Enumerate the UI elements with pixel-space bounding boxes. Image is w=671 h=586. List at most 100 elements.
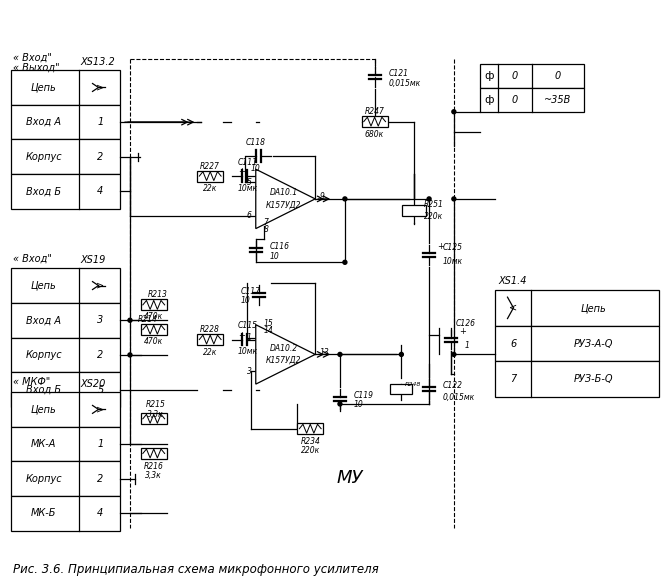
Text: R227: R227 xyxy=(200,162,220,171)
Text: +: + xyxy=(459,326,466,336)
Text: Вход А: Вход А xyxy=(26,315,61,325)
Text: DA10.2: DA10.2 xyxy=(270,344,297,353)
Circle shape xyxy=(338,402,342,406)
Bar xyxy=(197,334,223,345)
Text: Корпус: Корпус xyxy=(25,152,62,162)
Text: >: > xyxy=(97,404,105,414)
Text: Рис. 3.6. Принципиальная схема микрофонного усилителя: Рис. 3.6. Принципиальная схема микрофонн… xyxy=(13,563,379,576)
Text: МК-Б: МК-Б xyxy=(31,509,56,519)
Text: 3: 3 xyxy=(97,315,103,325)
Text: 10мк: 10мк xyxy=(443,257,463,266)
Text: « Выход": « Выход" xyxy=(13,62,60,72)
Text: 7: 7 xyxy=(511,374,517,384)
Text: 6: 6 xyxy=(511,339,517,349)
Text: R215: R215 xyxy=(146,400,166,410)
Text: R248: R248 xyxy=(405,381,421,387)
Text: >: > xyxy=(97,83,105,93)
Text: МУ: МУ xyxy=(337,469,363,487)
Text: « МКФ": « МКФ" xyxy=(13,377,50,387)
Text: 0,015мк: 0,015мк xyxy=(389,79,421,87)
Bar xyxy=(141,299,166,311)
Text: 10мк: 10мк xyxy=(238,183,258,193)
Circle shape xyxy=(399,352,403,356)
Text: 10: 10 xyxy=(354,400,364,410)
Text: XS13.2: XS13.2 xyxy=(81,57,115,67)
Text: 10: 10 xyxy=(251,163,260,173)
Text: МК-А: МК-А xyxy=(31,439,56,449)
Text: C111: C111 xyxy=(238,158,258,167)
Bar xyxy=(495,290,659,326)
Text: Вход А: Вход А xyxy=(26,117,61,127)
Circle shape xyxy=(427,197,431,201)
Text: 13: 13 xyxy=(319,348,329,357)
Text: XS20: XS20 xyxy=(81,379,106,389)
Bar xyxy=(362,116,387,127)
Text: 10мк: 10мк xyxy=(238,347,258,356)
Bar xyxy=(11,70,120,105)
Text: Цепь: Цепь xyxy=(31,281,56,291)
Text: 1: 1 xyxy=(97,439,103,449)
Text: 1: 1 xyxy=(247,333,252,342)
Bar xyxy=(11,105,120,139)
Circle shape xyxy=(452,352,456,356)
Text: Цепь: Цепь xyxy=(31,404,56,414)
Bar xyxy=(11,392,120,427)
Bar xyxy=(495,362,659,397)
Text: Вход Б: Вход Б xyxy=(26,384,61,394)
Circle shape xyxy=(128,353,132,357)
Text: 22к: 22к xyxy=(203,185,217,193)
Circle shape xyxy=(338,352,342,356)
Circle shape xyxy=(452,197,456,201)
Text: Цепь: Цепь xyxy=(31,83,56,93)
Text: 9: 9 xyxy=(319,192,324,202)
Text: C118: C118 xyxy=(246,138,266,147)
Bar xyxy=(11,372,120,407)
Text: 3,3к: 3,3к xyxy=(146,471,162,480)
Text: ф: ф xyxy=(484,71,494,81)
Text: XS19: XS19 xyxy=(81,255,106,265)
Text: К157УД2: К157УД2 xyxy=(266,356,301,365)
Text: 5: 5 xyxy=(247,178,252,187)
Text: 22к: 22к xyxy=(203,348,217,357)
Text: 3: 3 xyxy=(247,367,252,376)
Text: 7: 7 xyxy=(264,218,268,227)
Text: РУЗ-А-Q: РУЗ-А-Q xyxy=(574,339,613,349)
Text: R228: R228 xyxy=(200,325,220,334)
Bar xyxy=(11,427,120,461)
Text: 1: 1 xyxy=(465,341,470,350)
Text: C117: C117 xyxy=(241,287,261,295)
Bar xyxy=(11,174,120,209)
Text: +: + xyxy=(238,167,245,176)
Text: 2: 2 xyxy=(97,152,103,162)
Text: 680к: 680к xyxy=(365,130,384,139)
Bar xyxy=(11,139,120,174)
Text: R213: R213 xyxy=(148,291,168,299)
Text: R214: R214 xyxy=(138,315,158,324)
Text: C115: C115 xyxy=(238,321,258,330)
Text: R216: R216 xyxy=(144,462,164,471)
Text: « Вход": « Вход" xyxy=(13,253,52,263)
Text: Цепь: Цепь xyxy=(580,303,607,313)
Bar xyxy=(11,338,120,372)
Text: 4: 4 xyxy=(97,186,103,196)
Text: 10: 10 xyxy=(241,297,251,305)
Text: C121: C121 xyxy=(389,69,409,77)
Circle shape xyxy=(128,318,132,322)
Bar xyxy=(141,413,166,424)
Text: 470к: 470к xyxy=(144,337,163,346)
Bar xyxy=(141,324,166,335)
Circle shape xyxy=(452,110,456,114)
Text: 6: 6 xyxy=(247,211,252,220)
Bar xyxy=(391,384,412,394)
Text: 220к: 220к xyxy=(301,446,320,455)
Text: 4: 4 xyxy=(97,509,103,519)
Text: К157УД2: К157УД2 xyxy=(266,200,301,209)
Bar xyxy=(403,205,426,216)
Text: <: < xyxy=(509,303,517,313)
Text: 0: 0 xyxy=(512,95,518,105)
Text: XS1.4: XS1.4 xyxy=(499,276,527,286)
Text: 470к: 470к xyxy=(144,312,163,321)
Bar xyxy=(11,496,120,531)
Bar xyxy=(141,448,166,459)
Text: 3,3к: 3,3к xyxy=(148,410,164,420)
